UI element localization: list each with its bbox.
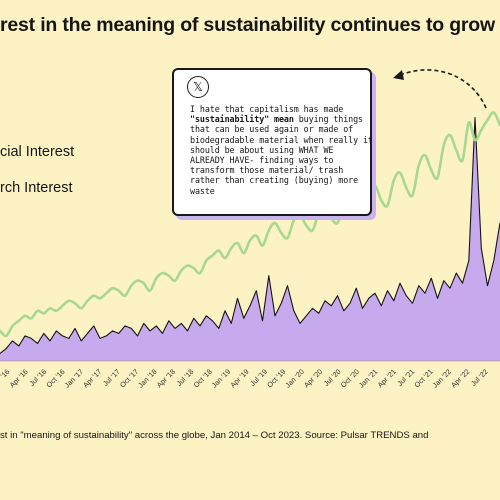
social-interest-line (0, 111, 500, 338)
x-tick-label: Oct '19 (265, 367, 287, 389)
x-tick-label: Jan '17 (62, 367, 85, 390)
tweet-text: I hate that capitalism has made "sustain… (190, 104, 373, 196)
tweet-line-2: buying things (293, 114, 363, 125)
x-logo-icon: 𝕏 (187, 76, 209, 98)
x-tick-label: Jan '19 (210, 367, 233, 390)
tweet-line-5: should be about using WHAT WE (190, 144, 334, 155)
legend-social-interest: cial Interest (0, 144, 75, 160)
search-interest-area (0, 117, 500, 361)
tweet-line-1: I hate that capitalism has made (190, 104, 344, 114)
tweet-bold-phrase: "sustainability" mean (190, 114, 294, 125)
x-tick-label: Jan '22 (430, 367, 453, 390)
chart-title: rest in the meaning of sustainability co… (0, 14, 495, 36)
x-tick-label: Apr '19 (228, 367, 250, 389)
tweet-line-8: rather than creating (buying) more (190, 175, 359, 186)
annotation-arrow-head (393, 70, 404, 80)
tweet-line-3: that can be used again or made of (190, 124, 354, 135)
x-tick-label: Jan '20 (283, 367, 306, 390)
x-tick-label: '16 (0, 367, 11, 380)
x-tick-label: Jul '22 (469, 367, 490, 388)
caption-line-1: st in "meaning of sustainability" across… (0, 430, 429, 441)
legend-search-interest: rch Interest (0, 180, 73, 196)
x-tick-label: Apr '17 (81, 367, 103, 389)
x-tick-label: Apr '16 (7, 367, 29, 389)
x-tick-label: Apr '20 (302, 367, 324, 389)
x-tick-label: Oct '20 (339, 367, 361, 389)
x-tick-label: Oct '18 (192, 367, 214, 389)
x-tick-label: Apr '22 (449, 367, 471, 389)
search-interest-line (0, 116, 500, 354)
x-tick-label: Jan '21 (357, 367, 380, 390)
x-tick-label: Apr '21 (375, 367, 397, 389)
x-tick-label: Oct '17 (118, 367, 140, 389)
x-tick-label: Oct '16 (44, 367, 66, 389)
tweet-line-9: waste (190, 185, 215, 196)
tweet-line-7: transform those material/ trash (190, 165, 344, 176)
x-tick-label: Jan '18 (136, 367, 159, 390)
tweet-line-6: ALREADY HAVE- finding ways to (190, 155, 334, 166)
chart-caption: st in "meaning of sustainability" across… (0, 428, 500, 444)
tweet-line-4: biodegradable material when really it (190, 134, 373, 145)
annotation-arrow (397, 69, 487, 109)
tweet-card: 𝕏 I hate that capitalism has made "susta… (172, 68, 373, 216)
x-tick-label: Oct '21 (412, 367, 434, 389)
x-tick-label: Apr '18 (155, 367, 177, 389)
